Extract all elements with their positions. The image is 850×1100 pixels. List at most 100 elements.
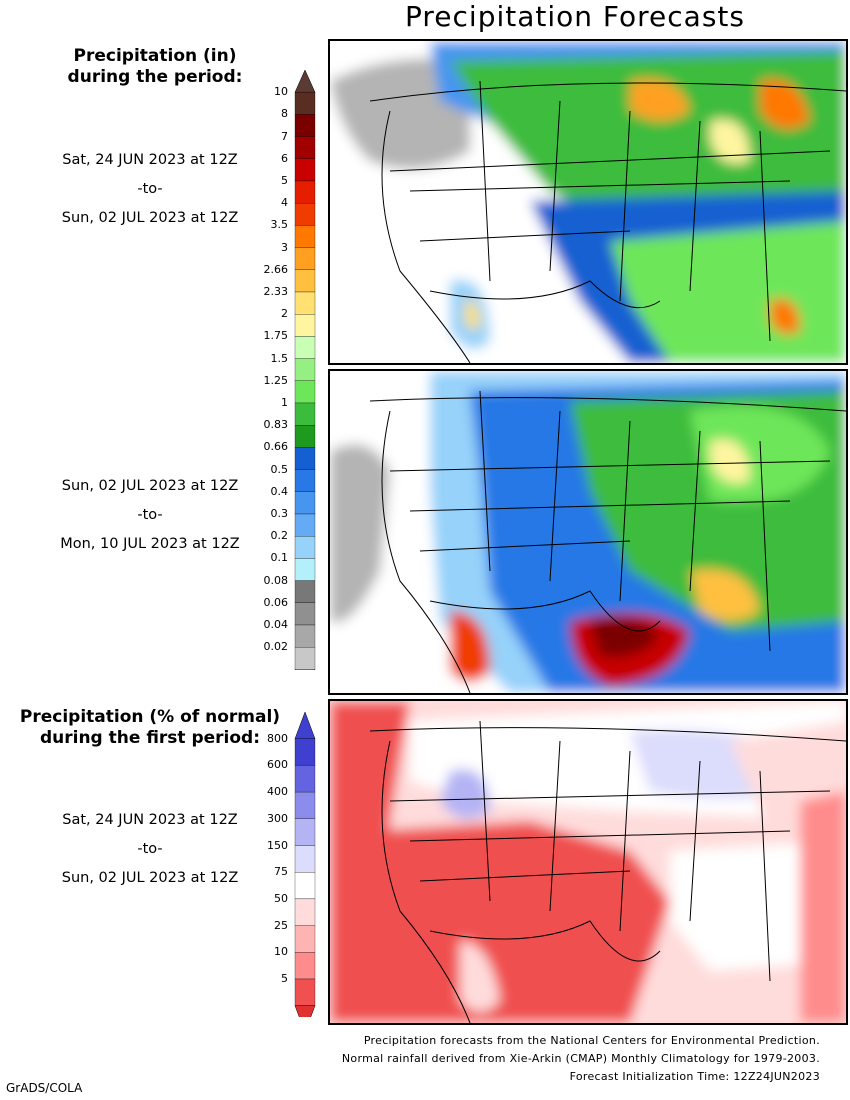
colorbar-swatch [294, 225, 316, 248]
colorbar-swatch [294, 336, 316, 359]
colorbar-swatch [294, 738, 316, 766]
footer-line-3: Forecast Initialization Time: 12Z24JUN20… [569, 1070, 820, 1083]
colorbar-tick-label: 0.4 [270, 484, 289, 498]
colorbar-swatch [294, 247, 316, 270]
amount-legend-heading: Precipitation (in) during the period: [40, 46, 270, 88]
map-percent-normal [328, 699, 848, 1025]
colorbar-swatch [294, 818, 316, 846]
colorbar-swatch [294, 92, 316, 115]
colorbar-tick-label: 8 [281, 107, 288, 121]
period-1-end: Sun, 02 JUL 2023 at 12Z [61, 210, 239, 226]
colorbar-tick-label: 0.66 [263, 440, 289, 454]
colorbar-swatch [294, 469, 316, 492]
colorbar-swatch [294, 624, 316, 648]
period-3-label: Sat, 24 JUN 2023 at 12Z -to- Sun, 02 JUL… [40, 806, 260, 893]
colorbar-swatch [294, 314, 316, 337]
colorbar-swatch [294, 558, 316, 581]
colorbar-tick-label: 150 [267, 838, 288, 852]
colorbar-swatch [294, 491, 316, 515]
colorbar-swatch [294, 158, 316, 182]
colorbar-tick-label: 3 [281, 240, 288, 254]
colorbar-tick-label: 1.75 [263, 329, 289, 343]
colorbar-swatch [294, 898, 316, 926]
colorbar-swatch [294, 872, 316, 900]
period-1-start: Sat, 24 JUN 2023 at 12Z [62, 152, 238, 168]
amount-colorbar [294, 70, 316, 670]
period-2-start: Sun, 02 JUL 2023 at 12Z [61, 478, 239, 494]
colorbar-swatch [294, 180, 316, 204]
period-3-sep: -to- [137, 841, 163, 857]
period-1-sep: -to- [137, 181, 163, 197]
percent-legend-heading: Precipitation (% of normal) during the f… [0, 707, 300, 749]
colorbar-bottom-arrow [294, 669, 316, 670]
footer-line-2: Normal rainfall derived from Xie-Arkin (… [341, 1052, 820, 1065]
colorbar-tick-label: 0.1 [270, 551, 289, 565]
colorbar-swatch [294, 978, 316, 1006]
colorbar-swatch [294, 291, 316, 315]
colorbar-tick-label: 10 [274, 945, 288, 959]
colorbar-tick-label: 0.5 [270, 462, 289, 476]
colorbar-tick-label: 600 [267, 758, 288, 772]
colorbar-tick-label: 1 [281, 396, 288, 409]
colorbar-tick-label: 3.5 [270, 218, 289, 232]
colorbar-top-arrow [294, 712, 316, 739]
colorbar-tick-label: 400 [267, 785, 288, 799]
colorbar-swatch [294, 358, 316, 381]
colorbar-swatch [294, 845, 316, 873]
colorbar-tick-label: 2.66 [263, 262, 289, 276]
colorbar-tick-label: 4 [281, 196, 288, 210]
colorbar-tick-label: 5 [281, 174, 288, 187]
colorbar-tick-label: 800 [267, 731, 288, 745]
amount-heading-line1: Precipitation (in) [73, 46, 237, 66]
colorbar-swatch [294, 402, 316, 426]
colorbar-tick-label: 50 [274, 891, 288, 905]
software-credit: GrADS/COLA [6, 1081, 83, 1095]
colorbar-tick-label: 10 [274, 85, 288, 99]
colorbar-swatch [294, 647, 316, 670]
period-3-start: Sat, 24 JUN 2023 at 12Z [62, 812, 238, 828]
amount-heading-line2: during the period: [67, 67, 243, 87]
colorbar-tick-label: 0.3 [270, 507, 289, 520]
colorbar-swatch [294, 952, 316, 980]
colorbar-tick-label: 0.08 [263, 573, 289, 587]
colorbar-tick-label: 75 [274, 865, 288, 879]
colorbar-tick-label: 6 [281, 151, 288, 165]
footer-notes: Precipitation forecasts from the Nationa… [342, 1032, 820, 1086]
colorbar-swatch [294, 203, 316, 226]
period-2-sep: -to- [137, 507, 163, 523]
colorbar-swatch [294, 425, 316, 448]
colorbar-swatch [294, 136, 316, 159]
map-period-1 [328, 39, 848, 365]
period-2-label: Sun, 02 JUL 2023 at 12Z -to- Mon, 10 JUL… [40, 472, 260, 559]
percent-colorbar [294, 712, 316, 1017]
colorbar-swatch [294, 513, 316, 537]
colorbar-swatch [294, 269, 316, 293]
colorbar-swatch [294, 114, 316, 137]
colorbar-tick-label: 1.5 [270, 351, 289, 365]
colorbar-top-arrow [294, 70, 316, 93]
colorbar-swatch [294, 791, 316, 819]
colorbar-swatch [294, 602, 316, 626]
page-title: Precipitation Forecasts [405, 0, 745, 33]
colorbar-swatch [294, 925, 316, 953]
colorbar-tick-label: 0.06 [263, 595, 289, 609]
colorbar-swatch [294, 765, 316, 793]
colorbar-bottom-arrow [294, 1005, 316, 1017]
colorbar-swatch [294, 580, 316, 603]
map-period-2 [328, 369, 848, 695]
colorbar-swatch [294, 536, 316, 559]
colorbar-tick-label: 300 [267, 811, 288, 825]
colorbar-swatch [294, 447, 316, 470]
colorbar-tick-label: 7 [281, 129, 288, 143]
colorbar-tick-label: 2.33 [263, 285, 289, 298]
percent-heading-line2: during the first period: [39, 728, 261, 748]
period-2-end: Mon, 10 JUL 2023 at 12Z [60, 536, 240, 552]
colorbar-tick-label: 5 [281, 972, 288, 985]
colorbar-tick-label: 1.25 [263, 373, 289, 387]
colorbar-tick-label: 0.02 [263, 640, 289, 654]
period-1-label: Sat, 24 JUN 2023 at 12Z -to- Sun, 02 JUL… [40, 146, 260, 233]
colorbar-tick-label: 2 [281, 307, 288, 321]
percent-heading-line1: Precipitation (% of normal) [19, 707, 281, 727]
colorbar-tick-label: 25 [274, 918, 288, 932]
colorbar-tick-label: 0.2 [270, 529, 289, 543]
